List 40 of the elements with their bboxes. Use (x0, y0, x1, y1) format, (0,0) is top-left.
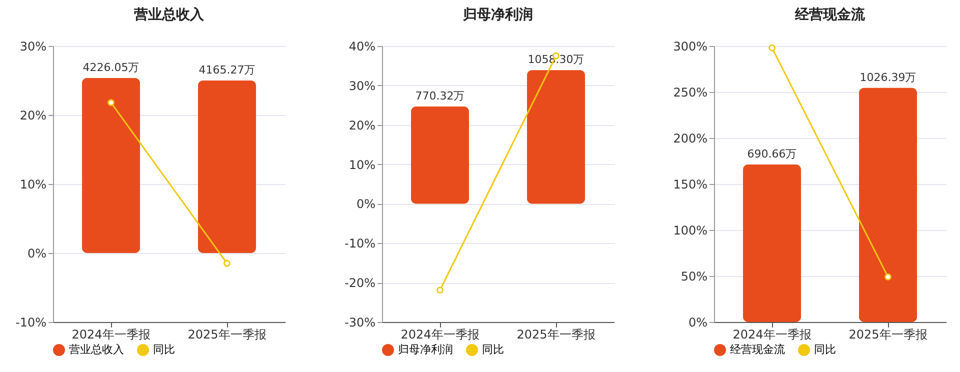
y-tick-label: 200% (673, 132, 708, 146)
x-tick-label: 2024年一季报 (732, 328, 812, 342)
y-tick-label: -10% (15, 316, 46, 330)
legend-label: 同比 (153, 343, 175, 356)
y-tick-label: 20% (348, 118, 376, 132)
chart-title: 归母净利润 (462, 6, 533, 23)
legend-label: 归母净利润 (398, 343, 453, 356)
legend-label: 营业总收入 (69, 343, 124, 356)
y-tick-label: 250% (673, 86, 708, 100)
data-label: 770.32万 (415, 90, 465, 103)
y-tick-label: 150% (673, 178, 708, 192)
legend-label: 同比 (814, 343, 836, 356)
x-tick-label: 2025年一季报 (848, 328, 928, 342)
legend-label: 经营现金流 (730, 343, 785, 356)
x-tick-label: 2025年一季报 (188, 328, 266, 342)
legend-label: 同比 (482, 343, 504, 356)
chart-title: 经营现金流 (794, 6, 866, 23)
y-tick-label: 30% (20, 40, 46, 54)
y-tick-label: 40% (348, 40, 376, 54)
x-tick-label: 2024年一季报 (400, 328, 480, 342)
y-tick-label: -10% (344, 236, 376, 251)
chart-title: 营业总收入 (133, 7, 205, 23)
x-tick-label: 2025年一季报 (516, 328, 596, 342)
data-label: 4165.27万 (198, 64, 256, 77)
y-tick-label: 100% (673, 224, 708, 238)
y-tick-label: 10% (348, 158, 376, 172)
data-label: 4226.05万 (82, 61, 140, 74)
y-tick-label: 300% (673, 40, 708, 54)
y-tick-label: 50% (680, 270, 708, 284)
y-tick-label: 20% (20, 108, 46, 122)
y-tick-label: -20% (344, 276, 376, 290)
y-tick-label: -30% (344, 316, 376, 330)
y-tick-label: 30% (348, 78, 376, 93)
x-tick-label: 2024年一季报 (72, 328, 150, 342)
y-tick-label: 0% (356, 197, 376, 212)
y-tick-label: 10% (20, 178, 46, 192)
data-label: 1026.39万 (860, 70, 916, 84)
y-tick-label: 0% (688, 316, 708, 330)
data-label: 690.66万 (747, 147, 797, 160)
y-tick-label: 0% (27, 246, 46, 260)
